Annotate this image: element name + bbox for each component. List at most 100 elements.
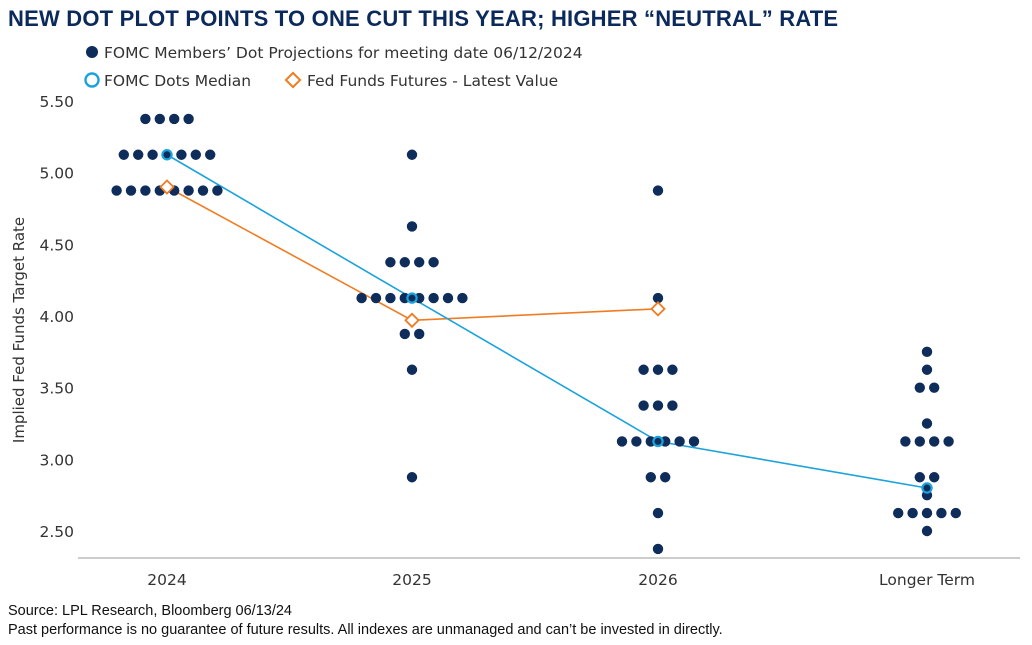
footer: Source: LPL Research, Bloomberg 06/13/24… [8,602,723,640]
y-tick-label: 3.50 [39,380,74,398]
y-tick-label: 4.00 [39,308,74,326]
dot-projection [176,149,187,160]
dot-projection [914,436,925,447]
dot-projection [414,257,425,268]
dot-projection [638,400,649,411]
dot-projection [688,436,700,447]
dot-projection [907,507,918,519]
dot-projection [914,382,925,393]
dot-plot-chart: FOMC Members’ Dot Projections for meetin… [10,44,1020,589]
dot-projection [616,436,628,447]
dot-projection [652,507,664,519]
dot-projection [652,185,664,196]
dot-projection [631,436,642,447]
median-line [166,154,928,489]
dot-projection [399,328,410,340]
futures-marker [650,301,666,317]
x-tick-label: 2026 [638,571,677,589]
dot-projection [921,364,933,375]
dot-projection [356,292,367,304]
dot-projection [457,292,468,304]
dot-projection [140,185,151,196]
dot-projection [652,400,664,411]
median-marker [161,149,173,161]
dot-projection [190,149,201,160]
dot-projection [667,400,678,411]
dot-projection [385,257,396,268]
dot-projection [428,292,439,304]
legend-median-label: FOMC Dots Median [104,72,251,90]
futures-marker [404,312,420,329]
source-note: Source: LPL Research, Bloomberg 06/13/24 [8,603,292,619]
dot-projection [900,436,911,447]
series-markers [159,149,933,494]
dot-projection [183,113,194,125]
dot-projection [118,149,129,160]
legend-dots-label: FOMC Members’ Dot Projections for meetin… [104,44,583,62]
series-lines [166,154,928,489]
dot-projection [428,257,439,268]
dot-projection [645,472,656,483]
x-tick-label: 2024 [147,571,186,589]
dot-projection [921,418,933,429]
dot-projection [140,113,151,125]
dot-projection [442,292,454,304]
dot-projection [921,346,933,358]
dot-projection [212,185,223,196]
dot-projection [370,292,382,304]
dot-projection [147,149,158,160]
dot-projection [183,185,194,196]
dot-projection [921,525,933,537]
chart-title: NEW DOT PLOT POINTS TO ONE CUT THIS YEAR… [8,6,839,31]
y-tick-label: 5.50 [39,93,74,111]
legend-futures-marker [284,71,302,89]
dot-projection [929,472,940,483]
legend-dots-marker [86,46,98,58]
legend-futures-label: Fed Funds Futures - Latest Value [307,72,558,90]
dot-projection [205,149,216,160]
median-marker [652,435,664,448]
x-tick-label: Longer Term [879,571,975,589]
dot-projection [660,472,671,483]
dot-projection [943,436,954,447]
dot-projection [154,113,165,125]
y-tick-label: 5.00 [39,165,74,183]
legend: FOMC Members’ Dot Projections for meetin… [84,44,583,90]
dot-projection [652,364,664,375]
dot-projection [406,472,418,483]
x-tick-label: 2025 [392,571,431,589]
y-tick-label: 4.50 [39,236,74,254]
x-axis-ticks: 2024 2025 2026 Longer Term [147,571,975,589]
y-tick-label: 2.50 [39,523,74,541]
median-marker [406,292,418,304]
median-marker [921,482,933,494]
dot-projection [111,185,122,196]
dot-projection [406,149,418,160]
disclaimer: Past performance is no guarantee of futu… [8,622,723,638]
dot-projection [950,507,961,519]
dot-projection [652,292,664,304]
futures-marker [159,179,175,195]
dot-projection [399,257,410,268]
dot-projection [674,436,685,447]
dot-projection [385,292,396,304]
dot-projection [414,328,425,340]
dot-projection [936,507,947,519]
dot-projection [406,221,418,232]
dot-projection [929,382,940,393]
dot-projection [638,364,649,375]
dot-projection [406,364,418,375]
legend-median-marker [84,72,100,88]
dot-projection [652,543,664,555]
dot-projection [914,472,925,483]
dot-projection [125,185,137,196]
dot-projection [921,507,933,519]
dot-projection [893,507,904,519]
dot-projection [169,113,180,125]
dot-projection [133,149,144,160]
dot-projection [197,185,209,196]
dot-projection [667,364,678,375]
dot-projection [929,436,940,447]
y-axis-ticks: 2.50 3.00 3.50 4.00 4.50 5.00 5.50 [39,93,74,541]
y-tick-label: 3.00 [39,451,74,469]
